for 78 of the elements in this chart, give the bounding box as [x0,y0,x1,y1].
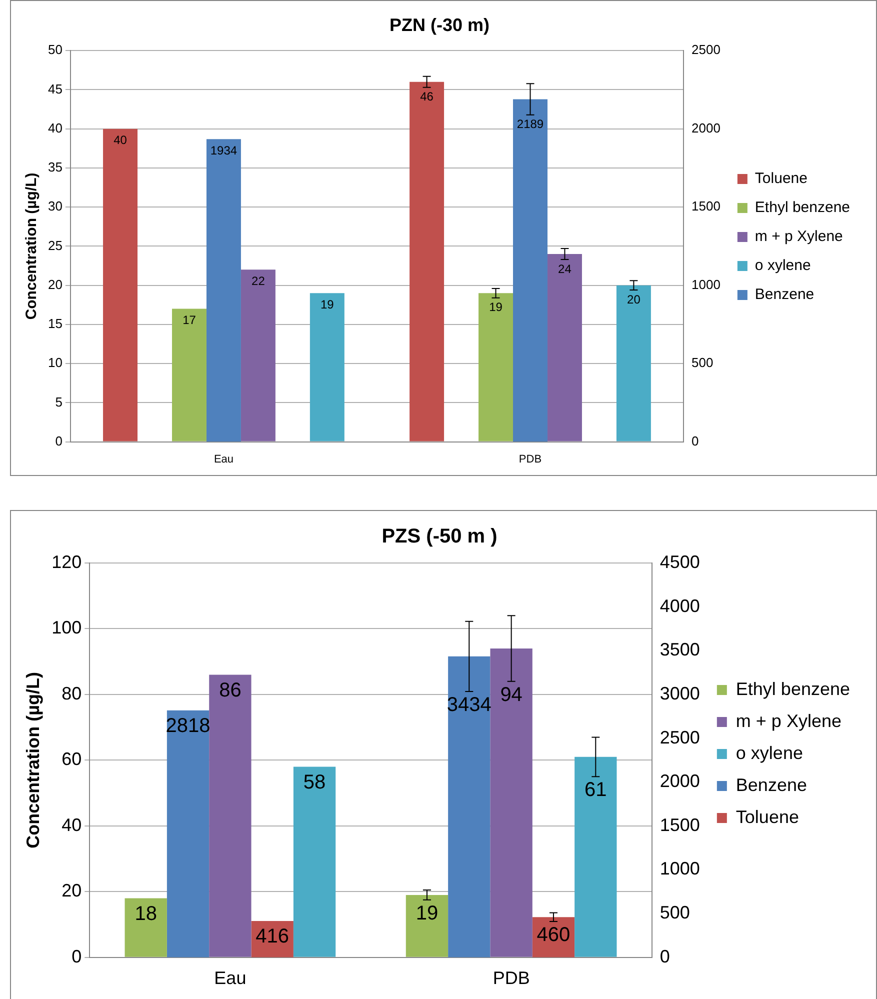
y2-tick-label: 500 [660,902,690,923]
y-tick-label: 15 [48,316,62,332]
data-label: 24 [558,262,572,276]
y2-tick-label: 1000 [660,858,700,879]
legend-label: Toluene [736,806,799,827]
x-tick-label: PDB [492,968,530,988]
bar [574,756,617,957]
legend-label: Toluene [754,170,808,188]
bar [124,898,167,957]
y2-tick-label: 0 [660,946,670,966]
legend-label: Ethyl benzene [754,199,850,216]
x-tick-label: PDB [518,453,542,466]
y-tick-label: 100 [52,618,82,638]
bar [310,293,344,442]
y2-tick-label: 3500 [660,640,700,660]
y-tick-label: 50 [48,42,62,58]
legend-label: Ethyl benzene [736,678,850,699]
legend-label: m + p Xylene [754,228,843,246]
y-tick-label: 5 [55,394,62,410]
y-axis-title: Concentration (µg/L) [23,172,40,320]
legend-label: o xylene [754,257,811,274]
y-tick-label: 40 [62,814,82,835]
data-label: 61 [584,779,607,802]
y-tick-label: 10 [48,355,62,370]
y2-tick-label: 4000 [660,596,700,616]
y-tick-label: 30 [48,198,62,214]
y2-tick-label: 2500 [692,42,720,58]
y2-tick-label: 1000 [692,276,720,292]
y-tick-label: 25 [48,238,62,253]
x-tick-label: Eau [214,968,246,988]
bar [616,285,651,442]
y-tick-label: 35 [48,160,62,175]
data-label: 460 [536,924,570,946]
legend-label: Benzene [754,286,814,304]
data-label: 22 [252,274,266,288]
data-label: 19 [416,902,438,924]
legend-label: m + p Xylene [736,710,842,731]
y2-tick-label: 1500 [692,198,720,214]
data-label: 94 [500,684,522,706]
data-label: 18 [134,902,157,925]
y-tick-label: 40 [48,120,62,136]
y-tick-label: 0 [55,433,62,448]
y-tick-label: 20 [62,880,82,901]
y-tick-label: 80 [62,683,82,704]
data-label: 19 [320,297,334,312]
x-tick-label: Eau [214,453,234,466]
data-label: 86 [219,679,242,702]
data-label: 40 [114,133,128,148]
data-label: 46 [420,90,434,104]
y-tick-label: 0 [72,946,82,966]
data-label: 58 [303,771,326,794]
data-label: 20 [627,292,641,306]
data-label: 2189 [516,117,544,132]
y-tick-label: 60 [62,749,82,770]
legend-label: o xylene [736,742,803,763]
chart-title: PZN (-30 m) [389,14,490,35]
data-label: 416 [256,925,290,948]
data-label: 1934 [210,143,238,158]
y2-tick-label: 500 [692,355,714,370]
y-axis-title: Concentration (µg/L) [22,672,43,848]
y2-tick-label: 2500 [660,727,700,748]
bar [410,82,444,442]
y2-tick-label: 4500 [660,552,700,572]
bar [103,128,138,442]
y-tick-label: 45 [48,81,62,96]
bar [293,766,336,957]
bar [406,894,448,957]
y-tick-label: 20 [48,276,62,292]
y2-tick-label: 2000 [660,771,700,792]
y2-tick-label: 0 [692,433,699,448]
legend-label: Benzene [736,774,807,795]
y2-tick-label: 2000 [692,120,720,136]
chart-title: PZS (-50 m ) [382,526,498,548]
data-label: 19 [489,300,503,314]
y2-tick-label: 1500 [660,814,700,835]
data-label: 17 [182,313,196,328]
y2-tick-label: 3000 [660,683,700,704]
y-tick-label: 120 [52,552,82,572]
